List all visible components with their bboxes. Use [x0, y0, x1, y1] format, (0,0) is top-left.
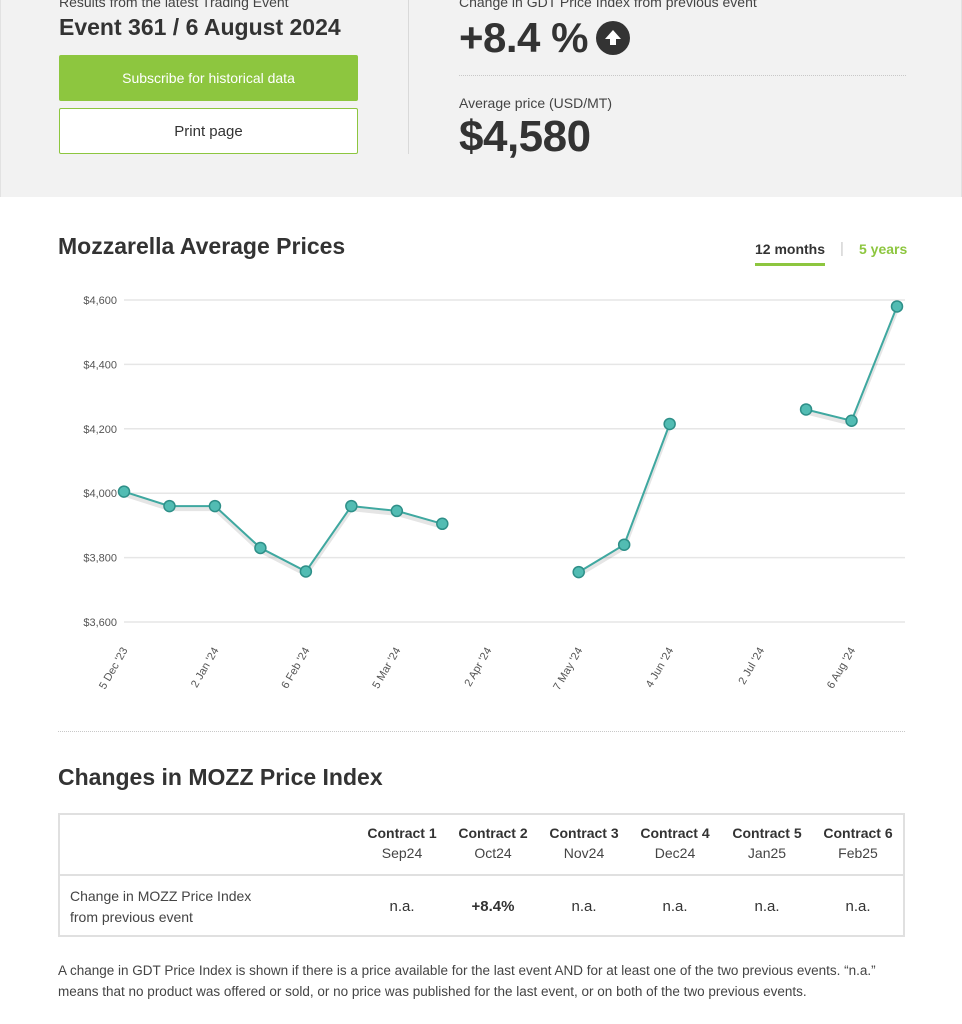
contract-2-value: +8.4% [471, 898, 515, 915]
series-line-shadow [123, 492, 443, 578]
series-line [805, 306, 898, 422]
event-title: Event 361 / 6 August 2024 [59, 14, 341, 40]
data-point [799, 403, 813, 416]
data-point [390, 504, 404, 518]
summary-divider [459, 75, 906, 76]
contract-1-header: Contract 1 Sep24 [367, 825, 437, 861]
contract-3-header: Contract 3 Nov24 [549, 825, 619, 861]
range-tab-12-months[interactable]: 12 months [755, 241, 826, 266]
avg-price-label: Average price (USD/MT) [459, 95, 613, 111]
mozz-section-title: Changes in MOZZ Price Index [58, 764, 383, 790]
panel-divider [408, 0, 409, 154]
summary-panel: Results from the latest Trading Event Ev… [0, 0, 962, 197]
change-label: Change in GDT Price Index from previous … [459, 0, 757, 10]
x-tick-label: 5 Mar '24 [370, 646, 403, 691]
series-line-shadow [805, 308, 899, 427]
data-point [254, 541, 267, 555]
data-point [299, 565, 313, 578]
data-point [572, 565, 585, 579]
data-point [617, 538, 631, 551]
y-tick-label: $4,400 [83, 359, 117, 371]
series-line [123, 490, 443, 573]
avg-price-value: $4,580 [459, 112, 591, 161]
contract-5-header: Contract 5 Jan25 [732, 825, 802, 861]
x-tick-label: 7 May '24 [551, 646, 585, 693]
y-tick-label: $3,800 [83, 553, 117, 565]
contract-6-header: Contract 6 Feb25 [823, 825, 893, 861]
table-row-label: Change in MOZZ Price Index from previous… [70, 888, 252, 925]
contract-6-value: n.a. [845, 898, 871, 915]
x-tick-label: 2 Jul '24 [736, 646, 767, 687]
contract-1-value: n.a. [389, 898, 415, 915]
data-point [436, 517, 449, 531]
series-line-shadow [577, 426, 672, 577]
y-tick-label: $4,600 [83, 295, 117, 307]
contract-4-value: n.a. [662, 898, 688, 915]
data-point [663, 417, 676, 431]
contract-4-header: Contract 4 Dec24 [640, 825, 710, 861]
y-tick-label: $4,000 [83, 488, 117, 500]
range-tab-5-years[interactable]: 5 years [859, 241, 908, 257]
data-point [845, 414, 858, 427]
print-page-button[interactable]: Print page [59, 108, 358, 154]
data-point [208, 499, 222, 513]
range-separator: | [840, 240, 844, 257]
arrow-up-circle-icon [595, 21, 630, 55]
change-value-row: +8.4 % [459, 14, 630, 62]
data-point [163, 499, 176, 513]
x-tick-label: 5 Dec '23 [97, 646, 130, 692]
contract-5-value: n.a. [754, 898, 780, 915]
table-header-row: Contract 1 Sep24 Contract 2 Oct24 Contract… [60, 815, 903, 876]
x-tick-label: 2 Jan '24 [189, 646, 222, 690]
data-point [890, 300, 904, 313]
contract-3-value: n.a. [571, 898, 597, 915]
chart-divider [58, 731, 905, 732]
chart-title: Mozzarella Average Prices [58, 233, 346, 259]
x-tick-label: 6 Aug '24 [825, 646, 858, 691]
change-value: +8.4 % [459, 14, 588, 61]
contract-2-header: Contract 2 Oct24 [458, 825, 528, 861]
x-tick-label: 2 Apr '24 [462, 646, 494, 689]
latest-event-label: Results from the latest Trading Event [59, 0, 289, 10]
y-tick-label: $4,200 [83, 424, 117, 436]
footnote-text: A change in GDT Price Index is shown if … [58, 963, 876, 999]
price-line-chart: $3,600 $3,800 $4,000 $4,200 $4,400 $4,600 5 De… [83, 295, 905, 693]
x-tick-label: 6 Feb '24 [279, 646, 312, 691]
data-point [117, 485, 131, 498]
mozz-index-table: Contract 1 Sep24 Contract 2 Oct24 Contract… [58, 813, 905, 937]
data-point [345, 499, 358, 513]
x-tick-label: 4 Jun '24 [644, 646, 677, 690]
y-tick-label: $3,600 [83, 617, 117, 629]
subscribe-button[interactable]: Subscribe for historical data [59, 55, 358, 101]
